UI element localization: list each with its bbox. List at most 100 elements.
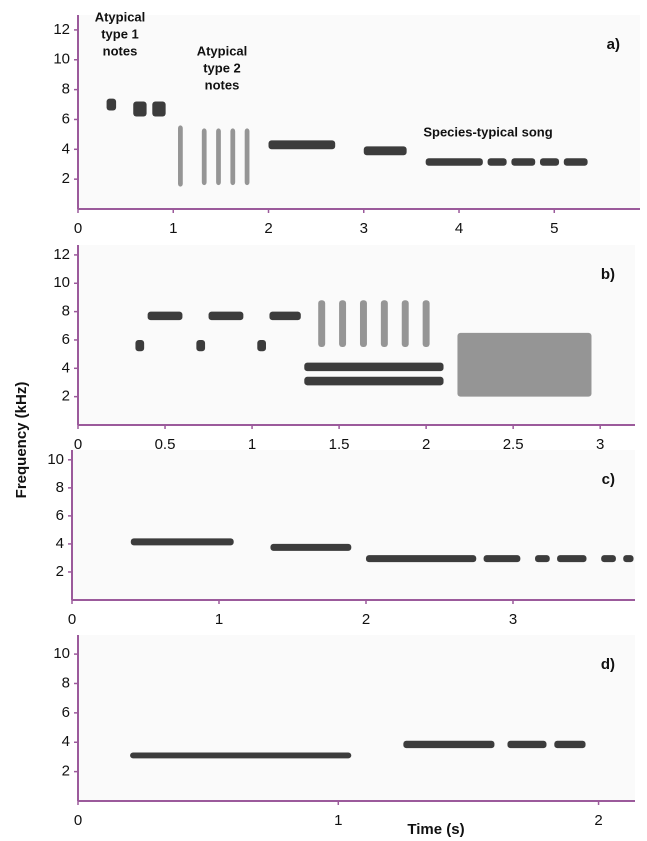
note [535, 555, 550, 563]
panel-label: a) [607, 36, 620, 53]
y-tick-label: 10 [47, 451, 64, 468]
y-tick-label: 8 [62, 303, 70, 320]
x-tick-label: 3 [596, 436, 604, 453]
y-tick-label: 2 [62, 388, 70, 405]
annotation: type 2 [203, 60, 241, 75]
x-tick-label: 0 [74, 436, 82, 453]
note [257, 339, 266, 352]
x-tick-label: 1 [334, 812, 342, 829]
plot-background [78, 15, 640, 209]
note [216, 128, 221, 186]
note [483, 555, 521, 563]
x-tick-label: 0 [74, 812, 82, 829]
note [507, 740, 547, 749]
note [365, 555, 477, 563]
note [401, 300, 409, 348]
note [152, 101, 166, 117]
panel-label: c) [602, 471, 615, 488]
y-tick-label: 6 [62, 704, 70, 721]
note [135, 339, 145, 352]
y-tick-label: 8 [56, 479, 64, 496]
note [201, 128, 207, 186]
plot-background [78, 635, 635, 801]
note [363, 146, 407, 156]
note [270, 543, 352, 551]
note [539, 158, 560, 166]
y-tick-label: 10 [53, 51, 70, 68]
y-tick-label: 2 [62, 170, 70, 187]
y-tick-label: 12 [53, 21, 70, 38]
note [178, 125, 183, 187]
annotation: type 1 [101, 26, 139, 41]
panel-label: d) [601, 656, 615, 673]
note [304, 362, 444, 372]
y-tick-label: 4 [62, 359, 70, 376]
x-tick-label: 1 [169, 220, 177, 237]
note [133, 101, 147, 117]
y-tick-label: 12 [53, 246, 70, 263]
y-tick-label: 10 [53, 645, 70, 662]
note [106, 98, 117, 111]
note [457, 332, 592, 397]
note [130, 538, 234, 546]
note [422, 300, 430, 348]
annotation: notes [103, 43, 138, 58]
x-tick-label: 1 [215, 611, 223, 628]
x-tick-label: 2 [422, 436, 430, 453]
note [130, 752, 352, 759]
y-axis-label: Frequency (kHz) [13, 382, 30, 499]
note [601, 555, 616, 563]
annotation: notes [205, 77, 240, 92]
y-tick-label: 4 [62, 140, 70, 157]
note [487, 158, 507, 166]
note [511, 158, 536, 166]
note [304, 376, 444, 386]
note [147, 311, 183, 321]
x-tick-label: 2 [362, 611, 370, 628]
plot-background [78, 245, 635, 425]
note [318, 300, 326, 348]
panel-label: b) [601, 266, 615, 283]
note [557, 555, 587, 563]
note [269, 311, 301, 321]
annotation: Atypical [95, 9, 146, 24]
x-axis-label: Time (s) [407, 821, 464, 838]
note [623, 555, 634, 563]
x-tick-label: 0 [74, 220, 82, 237]
plot-background [72, 450, 635, 600]
x-tick-label: 3 [509, 611, 517, 628]
x-tick-label: 2 [594, 812, 602, 829]
note [359, 300, 367, 348]
note [554, 740, 586, 749]
y-tick-label: 8 [62, 674, 70, 691]
x-tick-label: 0 [68, 611, 76, 628]
note [425, 158, 483, 166]
note [268, 140, 336, 150]
note [403, 740, 495, 749]
y-tick-label: 6 [62, 110, 70, 127]
x-tick-label: 3 [360, 220, 368, 237]
y-tick-label: 2 [56, 563, 64, 580]
y-tick-label: 4 [62, 733, 70, 750]
x-tick-label: 0.5 [155, 436, 176, 453]
note [563, 158, 588, 166]
x-tick-label: 1.5 [329, 436, 350, 453]
annotation: Species-typical song [423, 124, 552, 139]
note [196, 339, 206, 352]
y-tick-label: 4 [56, 535, 64, 552]
y-tick-label: 6 [62, 331, 70, 348]
note [339, 300, 347, 348]
x-tick-label: 2.5 [503, 436, 524, 453]
x-tick-label: 1 [248, 436, 256, 453]
x-tick-label: 2 [264, 220, 272, 237]
y-tick-label: 8 [62, 81, 70, 98]
note [244, 128, 250, 186]
y-tick-label: 2 [62, 763, 70, 780]
note [230, 128, 236, 186]
annotation: Atypical [197, 43, 248, 58]
y-tick-label: 10 [53, 274, 70, 291]
x-tick-label: 5 [550, 220, 558, 237]
note [380, 300, 388, 348]
y-tick-label: 6 [56, 507, 64, 524]
